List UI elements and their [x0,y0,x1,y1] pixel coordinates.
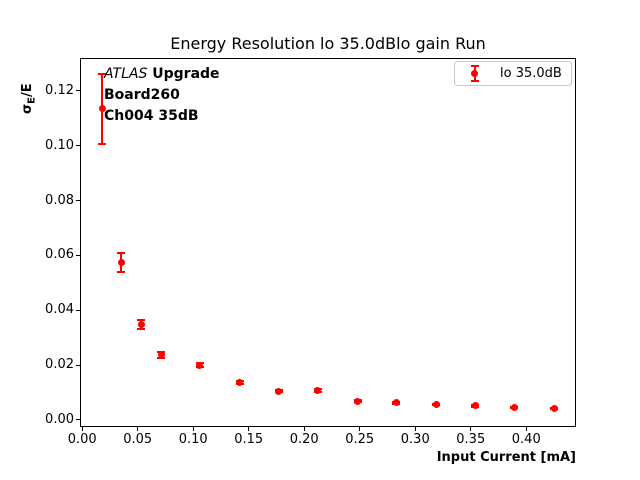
data-point [137,321,145,329]
y-tick-mark [76,90,80,92]
x-tick-mark [137,427,139,431]
x-tick-label: 0.20 [289,432,319,447]
error-bar-cap-bottom [98,142,107,145]
errorbar-cap [470,80,479,82]
data-point [314,387,322,395]
y-tick-mark [76,309,80,311]
data-point [432,401,440,409]
x-tick-label: 0.00 [67,432,97,447]
errorbar-marker-icon [470,65,479,82]
x-tick-mark [81,427,83,431]
annotation-atlas: ATLAS Upgrade Board260 Ch004 35dB [104,64,220,127]
data-point [196,361,204,369]
x-tick-label: 0.15 [234,432,264,447]
y-tick-mark [76,254,80,256]
plot-area [80,58,576,427]
data-point [510,404,518,412]
data-point [550,405,558,413]
x-tick-mark [248,427,250,431]
error-bar-cap-top [98,72,107,75]
data-point [471,402,479,410]
y-tick-mark [76,364,80,366]
annotation-line3: Ch004 35dB [104,108,199,124]
x-tick-mark [359,427,361,431]
data-point [157,351,165,359]
x-tick-label: 0.25 [345,432,375,447]
y-tick-label: 0.02 [45,357,74,373]
y-tick-label: 0.10 [45,137,74,153]
x-tick-label: 0.30 [400,432,430,447]
x-tick-mark [414,427,416,431]
data-point [117,259,125,266]
x-tick-label: 0.05 [123,432,153,447]
annotation-line1: ATLAS Upgrade [104,64,220,85]
x-tick-label: 0.40 [511,432,541,447]
y-axis-label: σE/E [20,83,38,114]
data-point [236,378,244,386]
error-bar-cap-bottom [137,328,146,331]
y-tick-label: 0.06 [45,247,74,263]
legend-label: lo 35.0dB [500,66,562,81]
chart-title: Energy Resolution lo 35.0dBlo gain Run [170,34,486,53]
data-point [392,399,400,407]
legend: lo 35.0dB [454,61,572,86]
y-tick-mark [76,145,80,147]
error-bar-cap-top [137,319,146,322]
annotation-line2: Board260 [104,87,180,103]
x-tick-label: 0.10 [178,432,208,447]
x-tick-label: 0.35 [456,432,486,447]
y-tick-label: 0.00 [45,411,74,427]
annotation-upgrade: Upgrade [147,66,220,82]
y-tick-mark [76,419,80,421]
error-bar-cap-top [117,251,126,254]
error-bar-cap-bottom [117,271,126,274]
data-point [275,387,283,395]
x-tick-mark [192,427,194,431]
y-tick-label: 0.04 [45,302,74,318]
data-point [98,105,106,113]
x-tick-mark [303,427,305,431]
y-tick-label: 0.08 [45,192,74,208]
x-tick-mark [525,427,527,431]
x-axis-label: Input Current [mA] [436,450,576,465]
y-tick-label: 0.12 [45,82,74,98]
x-tick-mark [470,427,472,431]
y-tick-mark [76,200,80,202]
data-point [354,397,362,405]
annotation-atlas-italic: ATLAS [104,66,148,82]
marker-dot [471,70,478,77]
